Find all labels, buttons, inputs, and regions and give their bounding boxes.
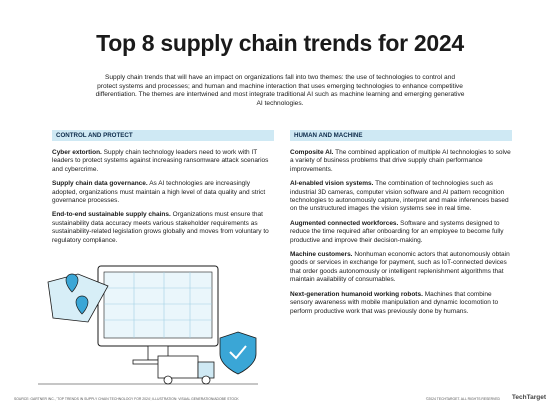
trend-text: The combined application of multiple AI …	[290, 149, 511, 173]
trend-item: Supply chain data governance. As AI tech…	[52, 180, 274, 205]
logo: TechTarget	[511, 394, 546, 401]
trend-item: Augmented connected workforces. Software…	[290, 220, 512, 245]
trend-text: Organizations must ensure that sustainab…	[52, 211, 269, 244]
column-heading: CONTROL AND PROTECT	[52, 130, 274, 141]
trend-item: End-to-end sustainable supply chains. Or…	[52, 211, 274, 245]
trend-item: Composite AI. The combined application o…	[290, 149, 512, 174]
trend-title: Supply chain data governance.	[52, 180, 148, 188]
column: CONTROL AND PROTECT Cyber extortion. Supp…	[52, 130, 274, 251]
trend-title: Composite AI.	[290, 149, 334, 156]
trend-title: Augmented connected workforces.	[290, 219, 399, 227]
source: SOURCE: GARTNER INC., 'TOP TRENDS IN SUP…	[14, 397, 239, 401]
trend-title: Next-generation humanoid working robots.	[290, 290, 423, 298]
copyright: ©2024 TECHTARGET. ALL RIGHTS RESERVED	[425, 397, 500, 401]
trend-text: Nonhuman economic actors that autonomous…	[290, 251, 510, 284]
trend-text: As AI technologies are increasingly adop…	[52, 180, 266, 205]
trend-title: Machine customers.	[290, 251, 353, 259]
trend-title: AI-enabled vision systems.	[290, 180, 374, 188]
trend-text: Supply chain technology leaders need to …	[52, 149, 269, 173]
trend-title: End-to-end sustainable supply chains.	[52, 211, 171, 219]
trend-item: Machine customers. Nonhuman economic act…	[290, 251, 512, 285]
trend-item: AI-enabled vision systems. The combinati…	[290, 180, 512, 214]
trend-text: Software and systems designed to reduce …	[290, 219, 504, 244]
intro: Supply chain trends that will have an im…	[95, 74, 465, 107]
trend-text: Machines that combine sensory awareness …	[290, 290, 499, 315]
title: Top 8 supply chain trends for 2024	[96, 30, 464, 56]
column-heading: HUMAN AND MACHINE	[290, 130, 512, 141]
column: HUMAN AND MACHINE Composite AI. The combi…	[290, 130, 512, 322]
trend-text: The combination of technologies such as …	[290, 180, 509, 213]
trend-title: Cyber extortion.	[52, 149, 102, 156]
trend-item: Cyber extortion. Supply chain technology…	[52, 149, 274, 174]
trend-item: Next-generation humanoid working robots.…	[290, 291, 512, 316]
illustration	[38, 265, 258, 385]
